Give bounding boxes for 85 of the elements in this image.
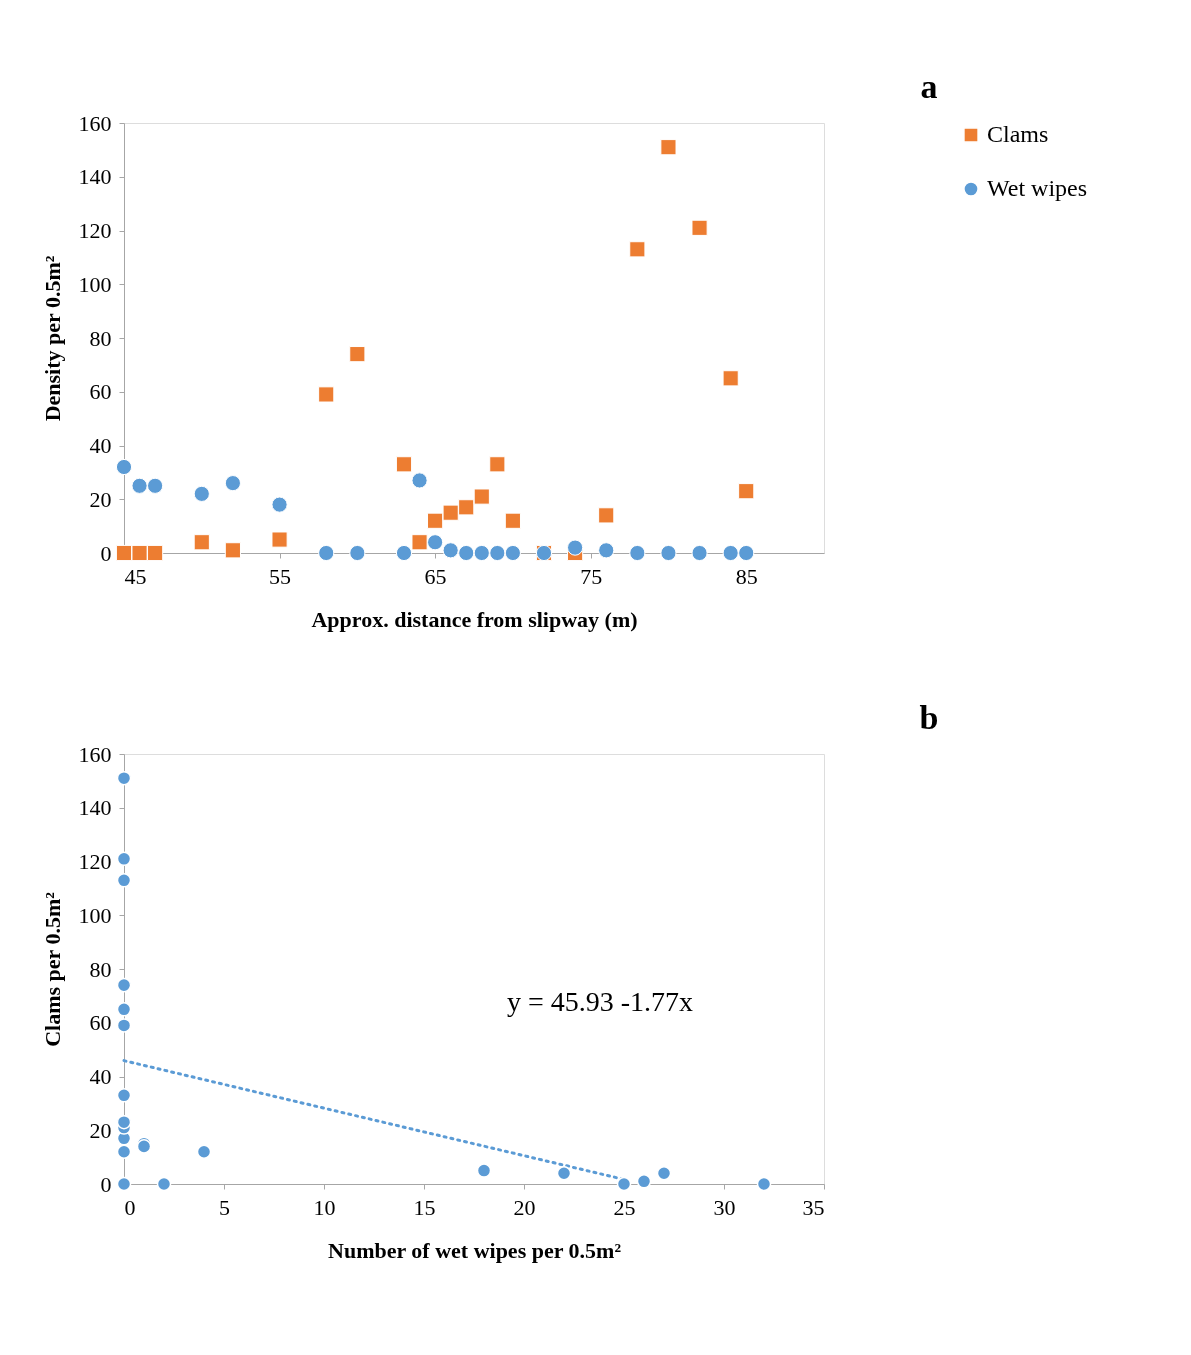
- point: [504, 544, 521, 562]
- y-axis-title: Clams per 0.5m²: [39, 891, 65, 1047]
- point: [395, 456, 413, 473]
- point: [131, 477, 148, 494]
- point: [567, 539, 584, 556]
- y-tick-label: 20: [89, 486, 112, 512]
- point: [147, 477, 164, 494]
- y-tick-label: 40: [89, 1064, 112, 1089]
- y-tick-label: 140: [78, 164, 112, 190]
- point: [271, 496, 288, 513]
- y-tick-label: 20: [89, 1117, 112, 1143]
- point: [489, 456, 506, 473]
- x-tick-label: 15: [413, 1194, 436, 1220]
- point: [427, 534, 444, 551]
- x-tick-label: 85: [735, 563, 758, 589]
- point: [131, 544, 148, 562]
- point: [691, 219, 708, 236]
- point: [442, 542, 459, 559]
- point: [224, 542, 241, 559]
- y-tick-label: 160: [78, 110, 112, 136]
- y-tick-label: 40: [89, 433, 112, 458]
- x-tick-label: 5: [219, 1194, 230, 1220]
- point: [629, 544, 646, 562]
- point: [458, 499, 475, 516]
- y-tick-label: 0: [100, 1171, 112, 1197]
- x-tick-label: 65: [424, 563, 447, 589]
- point: [473, 488, 490, 505]
- x-tick-label: 45: [124, 563, 147, 589]
- text: a: [920, 68, 938, 105]
- x-tick-label: 30: [713, 1194, 736, 1220]
- y-tick-label: 140: [78, 795, 112, 821]
- point: [193, 485, 210, 502]
- x-tick-label: 25: [613, 1194, 636, 1220]
- point: [722, 370, 739, 387]
- x-tick-label: 35: [802, 1194, 825, 1220]
- point: [349, 346, 366, 363]
- point: [147, 544, 164, 562]
- point: [722, 544, 739, 562]
- x-tick-label: 55: [269, 563, 292, 589]
- x-tick-label: 75: [580, 563, 603, 589]
- y-tick-label: 100: [78, 271, 112, 297]
- point: [442, 504, 459, 521]
- annotation: y = 45.93 -1.77x: [506, 986, 694, 1018]
- point: [193, 534, 210, 551]
- point: [691, 544, 708, 562]
- y-tick-label: 120: [78, 849, 112, 874]
- text: b: [919, 699, 939, 736]
- y-tick-label: 0: [100, 540, 112, 566]
- x-tick-label: 20: [513, 1194, 536, 1220]
- point: [489, 544, 506, 562]
- point: [473, 544, 490, 562]
- point: [458, 544, 475, 562]
- point: [427, 512, 444, 529]
- legend-label: Wet wipes: [987, 175, 1088, 201]
- x-tick-label: 10: [313, 1194, 336, 1220]
- point: [504, 512, 521, 529]
- legend-label: Clams: [987, 121, 1049, 147]
- point: [318, 544, 335, 562]
- y-tick-label: 60: [89, 379, 112, 405]
- point: [411, 472, 428, 489]
- point: [411, 534, 428, 551]
- y-axis-title: Density per 0.5m²: [39, 255, 65, 422]
- point: [738, 544, 755, 562]
- y-tick-label: 80: [89, 956, 112, 982]
- y-tick-label: 80: [89, 325, 112, 351]
- point: [349, 544, 366, 562]
- y-tick-label: 120: [78, 218, 112, 243]
- x-axis-title: Number of wet wipes per 0.5m²: [328, 1237, 622, 1263]
- y-tick-label: 100: [78, 902, 112, 928]
- x-tick-label: 0: [124, 1194, 136, 1220]
- point: [318, 386, 335, 403]
- y-tick-label: 160: [78, 741, 112, 767]
- point: [115, 544, 133, 562]
- point: [629, 241, 646, 258]
- x-axis-title: Approx. distance from slipway (m): [311, 606, 638, 632]
- point: [598, 507, 615, 524]
- y-tick-label: 60: [89, 1010, 112, 1036]
- point: [115, 458, 133, 476]
- point: [271, 531, 288, 548]
- point: [598, 542, 615, 559]
- point: [224, 475, 241, 492]
- point: [395, 544, 413, 562]
- point: [738, 483, 755, 500]
- point: [660, 139, 677, 156]
- point: [660, 544, 677, 562]
